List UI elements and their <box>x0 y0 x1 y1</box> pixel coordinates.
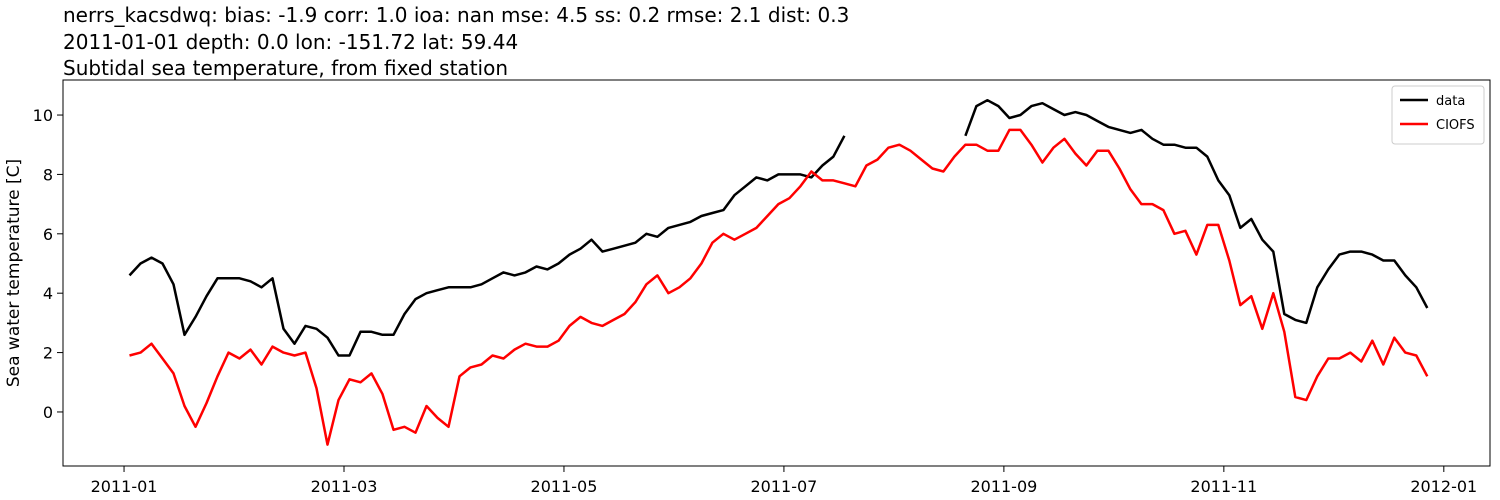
x-tick-label: 2011-01 <box>91 477 158 496</box>
chart-title: nerrs_kacsdwq: bias: -1.9 corr: 1.0 ioa:… <box>63 3 849 27</box>
y-tick-label: 8 <box>43 165 53 184</box>
chart-title: Subtidal sea temperature, from fixed sta… <box>63 56 508 80</box>
legend-label: CIOFS <box>1436 118 1475 133</box>
chart-title: 2011-01-01 depth: 0.0 lon: -151.72 lat: … <box>63 30 518 54</box>
y-tick-label: 0 <box>43 403 53 422</box>
y-tick-label: 4 <box>43 284 53 303</box>
x-tick-label: 2011-05 <box>531 477 598 496</box>
legend-label: data <box>1436 94 1465 109</box>
x-tick-label: 2011-11 <box>1190 477 1257 496</box>
plot-frame <box>62 79 1491 467</box>
x-tick-label: 2011-09 <box>970 477 1037 496</box>
y-tick-label: 10 <box>33 106 53 125</box>
line-series <box>129 128 1429 446</box>
line-series <box>128 98 1429 357</box>
y-axis-label: Sea water temperature [C] <box>4 159 24 387</box>
x-tick-label: 2011-07 <box>750 477 817 496</box>
x-tick-label: 2012-01 <box>1410 477 1477 496</box>
x-tick-label: 2011-03 <box>311 477 378 496</box>
y-tick-label: 6 <box>43 225 53 244</box>
y-tick-label: 2 <box>43 344 53 363</box>
